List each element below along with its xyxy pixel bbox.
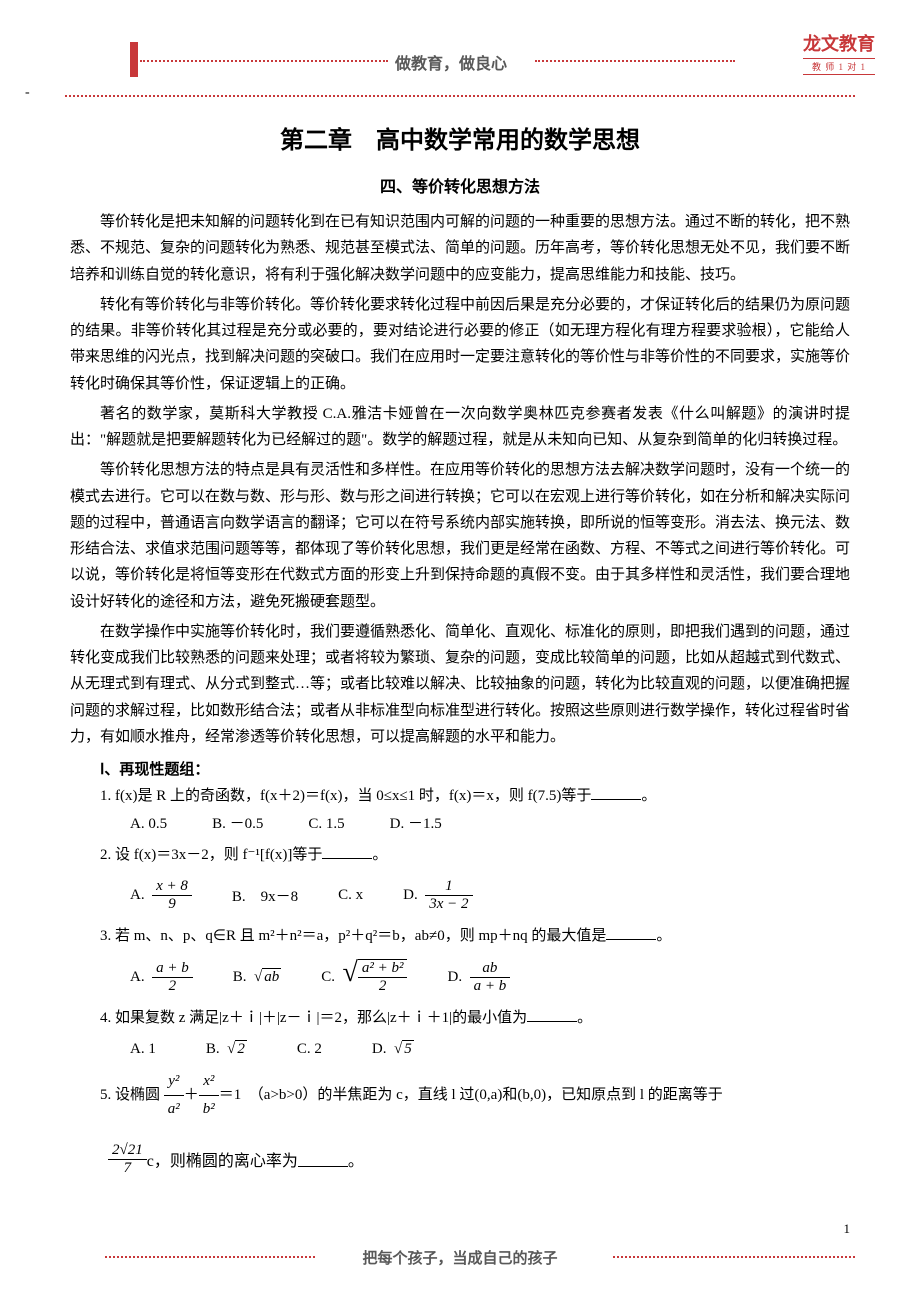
page-header: 做教育，做良心 龙文教育 教 师 1 对 1 xyxy=(0,0,920,95)
paragraph-2: 转化有等价转化与非等价转化。等价转化要求转化过程中前因后果是充分必要的，才保证转… xyxy=(70,292,850,397)
logo-area: 龙文教育 教 师 1 对 1 xyxy=(803,30,875,75)
option-d: D. －1.5 xyxy=(390,816,442,832)
paragraph-4: 等价转化思想方法的特点是具有灵活性和多样性。在应用等价转化的思想方法去解决数学问… xyxy=(70,457,850,615)
header-slogan: 做教育，做良心 xyxy=(395,50,507,74)
page-number: 1 xyxy=(844,1221,851,1237)
problem-4: 4. 如果复数 z 满足|z＋ｉ|＋|z－ｉ|＝2，那么|z＋ｉ＋1|的最小值为… xyxy=(70,1005,850,1031)
paragraph-3: 著名的数学家，莫斯科大学教授 C.A.雅洁卡娅曾在一次向数学奥林匹克参赛者发表《… xyxy=(70,401,850,454)
problem-4-text: 4. 如果复数 z 满足|z＋ｉ|＋|z－ｉ|＝2，那么|z＋ｉ＋1|的最小值为 xyxy=(100,1010,527,1026)
fraction: 2√21 7 xyxy=(108,1142,147,1177)
problem-1: 1. f(x)是 R 上的奇函数，f(x＋2)＝f(x)，当 0≤x≤1 时，f… xyxy=(70,783,850,809)
header-dotted-right xyxy=(535,60,735,62)
problem-5-mid: ＝1 （a>b>0）的半焦距为 c，直线 l 过(0,a)和(b,0)，已知原点… xyxy=(219,1082,723,1108)
problem-3-text: 3. 若 m、n、p、q∈R 且 m²＋n²＝a，p²＋q²＝b，ab≠0，则 … xyxy=(100,928,606,944)
option-b: B. 9x－8 xyxy=(232,885,298,906)
blank xyxy=(606,925,656,940)
chapter-title: 第二章 高中数学常用的数学思想 xyxy=(70,120,850,155)
fraction: 1 3x − 2 xyxy=(425,878,472,913)
problem-5: 5. 设椭圆 y² a² ＋ x² b² ＝1 （a>b>0）的半焦距为 c，直… xyxy=(70,1068,850,1122)
fraction: x² b² xyxy=(199,1068,219,1122)
blank xyxy=(591,785,641,800)
paragraph-5: 在数学操作中实施等价转化时，我们要遵循熟悉化、简单化、直观化、标准化的原则，即把… xyxy=(70,619,850,750)
option-d: D. ab a + b xyxy=(447,960,510,995)
page-footer: 把每个孩子，当成自己的孩子 xyxy=(0,1242,920,1272)
footer-slogan: 把每个孩子，当成自己的孩子 xyxy=(362,1247,557,1268)
option-c: C. 1.5 xyxy=(308,816,344,832)
option-c: C. x xyxy=(338,887,363,904)
problem-1-text: 1. f(x)是 R 上的奇函数，f(x＋2)＝f(x)，当 0≤x≤1 时，f… xyxy=(100,788,591,804)
problem-4-options: A. 1 B. √2 C. 2 D. √5 xyxy=(70,1041,850,1058)
main-content: 第二章 高中数学常用的数学思想 四、等价转化思想方法 等价转化是把未知解的问题转… xyxy=(0,95,920,1177)
paragraph-1: 等价转化是把未知解的问题转化到在已有知识范围内可解的问题的一种重要的思想方法。通… xyxy=(70,209,850,288)
sqrt: √5 xyxy=(394,1041,414,1058)
option-b: B. －0.5 xyxy=(212,816,263,832)
blank xyxy=(527,1007,577,1022)
problem-5-continued: 2√21 7 c，则椭圆的离心率为。 xyxy=(70,1142,850,1177)
header-red-bar xyxy=(130,42,138,77)
logo-sub: 教 师 1 对 1 xyxy=(803,58,875,75)
option-d: D. √5 xyxy=(372,1041,414,1058)
problem-2: 2. 设 f(x)＝3x－2，则 f⁻¹[f(x)]等于。 xyxy=(70,842,850,868)
footer-dotted-right xyxy=(613,1256,855,1258)
option-a: A. x + 8 9 xyxy=(130,878,192,913)
problem-2-options: A. x + 8 9 B. 9x－8 C. x D. 1 3x − 2 xyxy=(70,878,850,913)
footer-dotted-left xyxy=(105,1256,315,1258)
blank xyxy=(298,1151,348,1167)
sqrt: √ab xyxy=(254,969,281,986)
option-b: B. √2 xyxy=(206,1041,247,1058)
sqrt: √2 xyxy=(227,1041,247,1058)
option-d: D. 1 3x − 2 xyxy=(403,878,472,913)
option-a: A. a + b 2 xyxy=(130,960,193,995)
problem-3: 3. 若 m、n、p、q∈R 且 m²＋n²＝a，p²＋q²＝b，ab≠0，则 … xyxy=(70,923,850,949)
option-a: A. 1 xyxy=(130,1041,156,1058)
option-a: A. 0.5 xyxy=(130,816,167,832)
header-dotted-left xyxy=(140,60,388,62)
problem-3-options: A. a + b 2 B. √ab C. √ a² + b² 2 D. ab a… xyxy=(70,959,850,995)
fraction: x + 8 9 xyxy=(152,878,192,913)
option-c: C. 2 xyxy=(297,1041,322,1058)
top-border xyxy=(65,95,855,97)
fraction: a + b 2 xyxy=(152,960,193,995)
problem-5-before: 5. 设椭圆 xyxy=(100,1082,160,1108)
subsection-title: Ⅰ、再现性题组： xyxy=(70,758,850,779)
logo-main: 龙文教育 xyxy=(803,30,875,56)
fraction: y² a² xyxy=(164,1068,184,1122)
problem-5-after: c，则椭圆的离心率为 xyxy=(147,1147,298,1171)
blank xyxy=(322,844,372,859)
option-b: B. √ab xyxy=(233,969,282,986)
option-c: C. √ a² + b² 2 xyxy=(321,959,407,995)
sqrt-frac: √ a² + b² 2 xyxy=(342,959,407,995)
problem-1-options: A. 0.5 B. －0.5 C. 1.5 D. －1.5 xyxy=(70,811,850,837)
fraction: ab a + b xyxy=(470,960,511,995)
section-title: 四、等价转化思想方法 xyxy=(70,173,850,197)
problem-2-text: 2. 设 f(x)＝3x－2，则 f⁻¹[f(x)]等于 xyxy=(100,847,322,863)
